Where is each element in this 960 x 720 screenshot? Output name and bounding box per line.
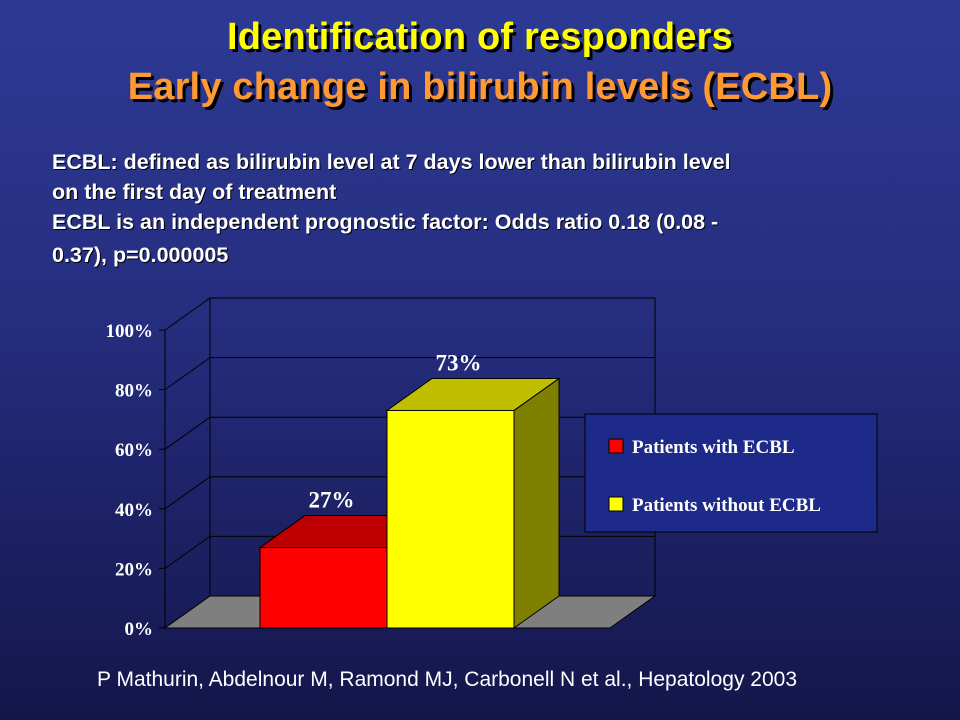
definition-text-line2: on the first day of treatment [52, 180, 337, 204]
slide-title: Identification of responders [227, 16, 733, 58]
bar-2 [386, 409, 515, 629]
y-tick-label: 20% [115, 559, 153, 580]
legend-label-1: Patients with ECBL [632, 437, 795, 458]
prognostic-factor-text-line2: 0.37), p=0.000005 [52, 243, 229, 267]
definition-text-line1: ECBL: defined as bilirubin level at 7 da… [52, 150, 731, 174]
citation: P Mathurin, Abdelnour M, Ramond MJ, Carb… [97, 668, 797, 691]
gridline-side [164, 416, 211, 450]
y-tick-label: 80% [115, 381, 153, 402]
gridline-side [164, 297, 211, 331]
slide-subtitle: Early change in bilirubin levels (ECBL) [127, 66, 833, 108]
data-label-2: 73% [436, 350, 482, 375]
legend-swatch-2 [608, 496, 624, 512]
prognostic-factor-text-line1: ECBL is an independent prognostic factor… [52, 210, 719, 234]
y-tick-label: 60% [115, 440, 153, 461]
y-tick-label: 100% [106, 321, 154, 342]
legend-swatch-1 [608, 438, 624, 454]
bar-1 [259, 547, 388, 629]
gridline-side [164, 357, 211, 391]
y-tick-label: 0% [125, 619, 154, 640]
legend-box [584, 413, 878, 533]
bar-side-2 [513, 377, 560, 629]
legend-label-2: Patients without ECBL [632, 495, 821, 516]
gridline-side [164, 476, 211, 510]
y-tick-label: 40% [115, 500, 153, 521]
data-label-1: 27% [309, 488, 355, 513]
gridline-side [164, 535, 211, 569]
